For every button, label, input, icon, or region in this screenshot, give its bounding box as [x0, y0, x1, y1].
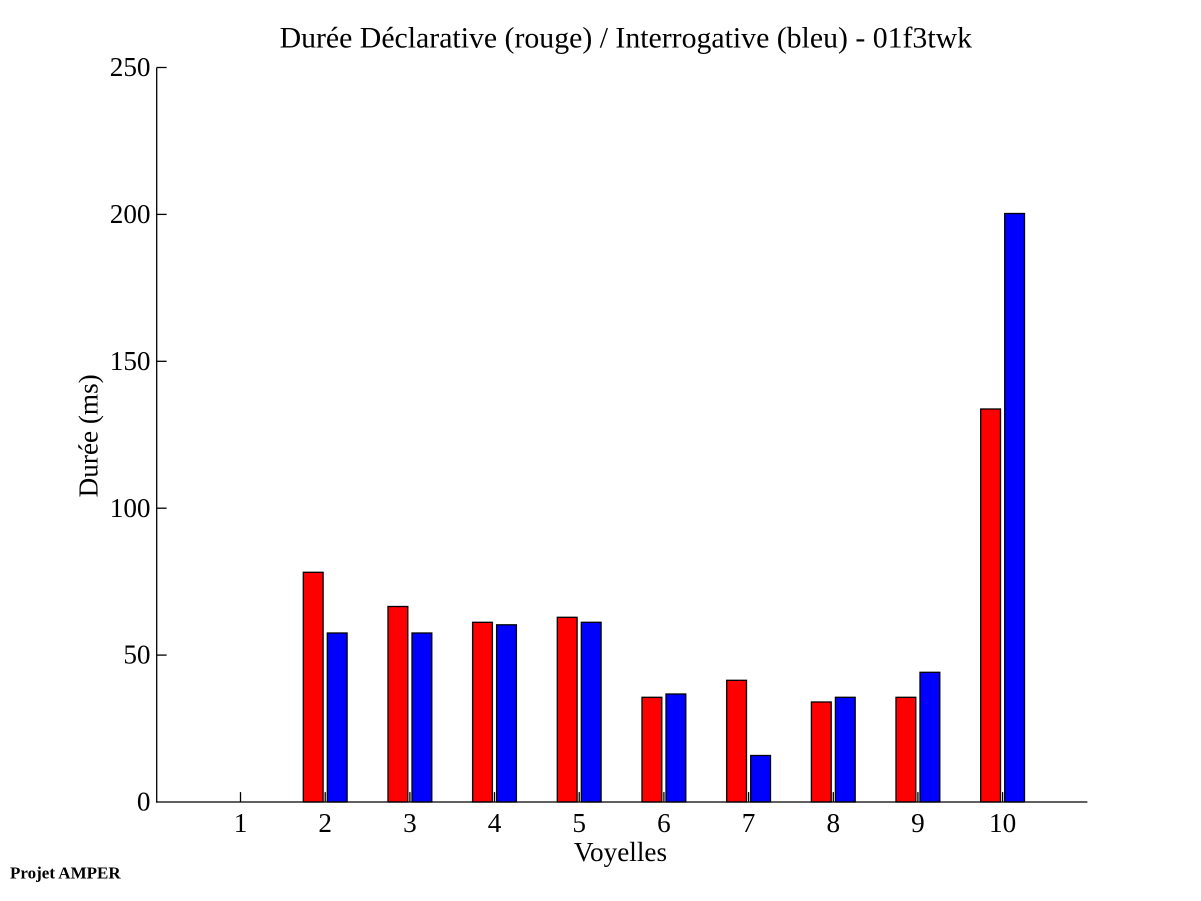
- svg-text:Durée Déclarative (rouge) / In: Durée Déclarative (rouge) / Interrogativ…: [280, 22, 973, 55]
- svg-text:100: 100: [110, 493, 151, 523]
- svg-text:50: 50: [123, 640, 150, 670]
- svg-text:4: 4: [488, 808, 502, 838]
- svg-text:6: 6: [657, 808, 671, 838]
- svg-text:9: 9: [911, 808, 925, 838]
- svg-text:250: 250: [110, 52, 151, 82]
- svg-text:Projet AMPER: Projet AMPER: [10, 863, 121, 882]
- svg-text:8: 8: [827, 808, 841, 838]
- svg-text:0: 0: [137, 787, 151, 817]
- svg-text:3: 3: [403, 808, 417, 838]
- svg-text:200: 200: [110, 199, 151, 229]
- svg-text:Durée (ms): Durée (ms): [74, 374, 104, 497]
- svg-text:7: 7: [742, 808, 756, 838]
- svg-text:2: 2: [318, 808, 332, 838]
- svg-text:150: 150: [110, 346, 151, 376]
- svg-text:10: 10: [989, 808, 1016, 838]
- svg-text:5: 5: [572, 808, 586, 838]
- svg-text:Voyelles: Voyelles: [574, 837, 667, 867]
- svg-text:1: 1: [234, 808, 248, 838]
